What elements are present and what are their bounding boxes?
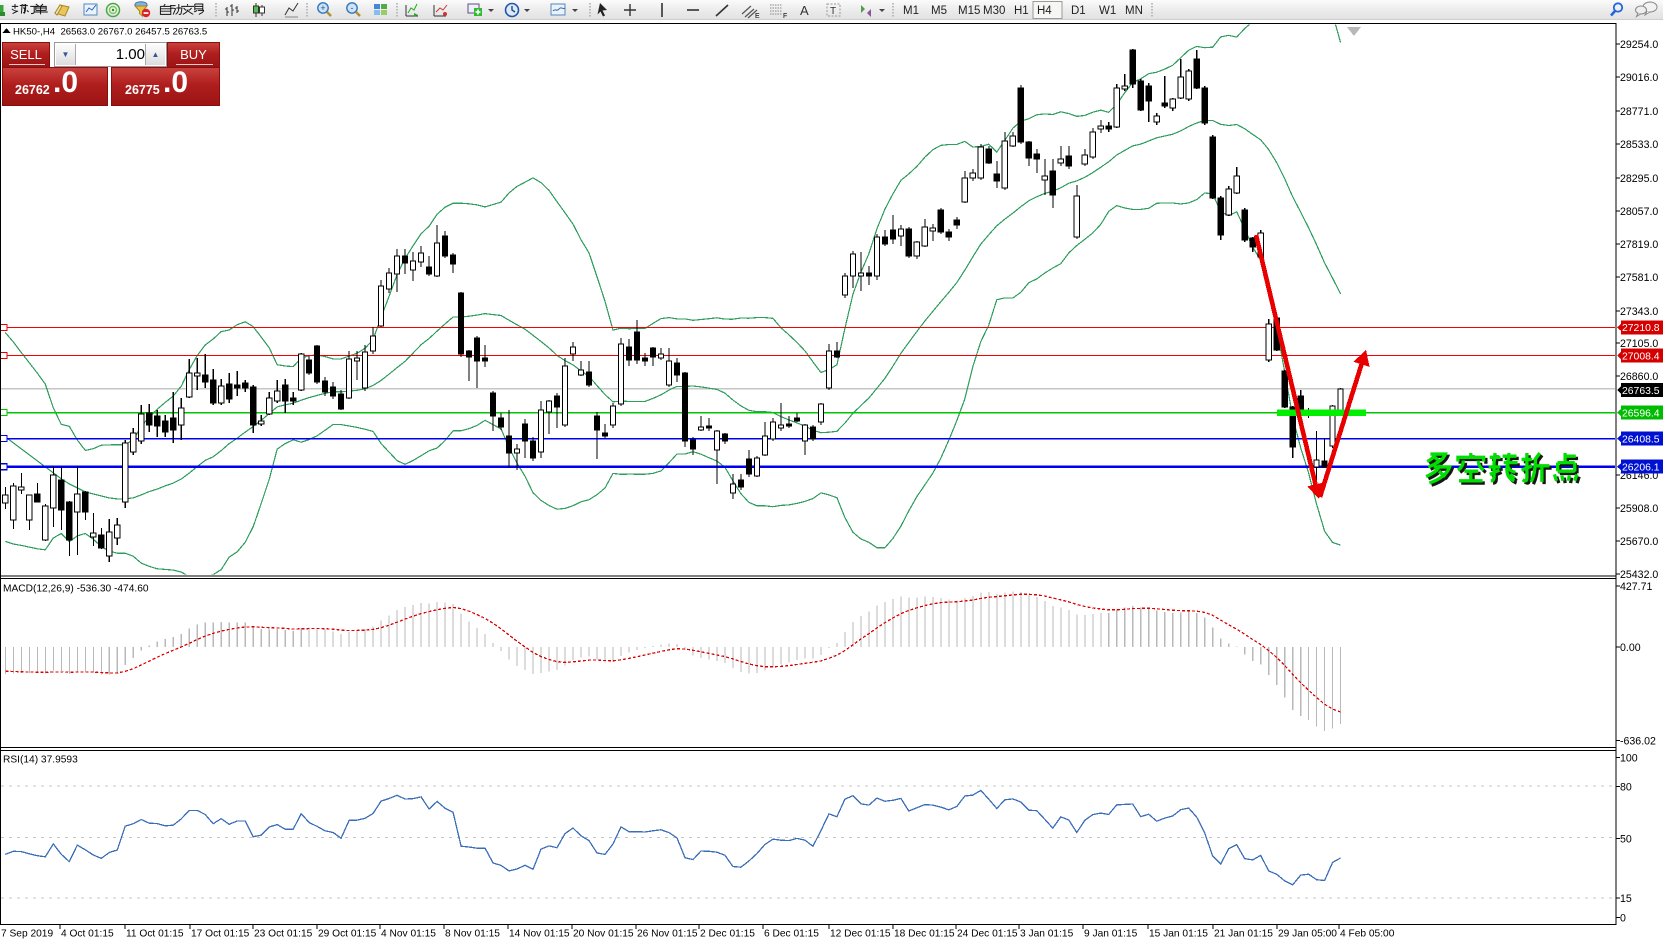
svg-text:9 Jan 01:15: 9 Jan 01:15 [1084,929,1138,940]
svg-text:M1: M1 [903,5,919,17]
svg-text:4 Feb 05:00: 4 Feb 05:00 [1340,929,1395,940]
svg-text:E: E [755,13,760,20]
svg-text:6 Dec 01:15: 6 Dec 01:15 [764,929,819,940]
svg-text:29254.0: 29254.0 [1620,39,1658,51]
svg-text:2 Dec 01:15: 2 Dec 01:15 [700,929,755,940]
svg-text:26408.5: 26408.5 [1622,434,1660,445]
svg-text:29016.0: 29016.0 [1620,72,1658,84]
svg-text:+: + [320,3,325,13]
svg-text:H4: H4 [1037,5,1052,17]
svg-text:27008.4: 27008.4 [1622,351,1660,362]
svg-text:-: - [351,3,354,13]
svg-text:0.00: 0.00 [1620,642,1641,654]
svg-text:RSI(14) 37.9593: RSI(14) 37.9593 [3,755,78,766]
svg-text:29 Jan 05:00: 29 Jan 05:00 [1278,929,1337,940]
svg-text:4 Oct 01:15: 4 Oct 01:15 [61,929,114,940]
svg-text:A: A [800,3,809,18]
svg-text:80: 80 [1620,782,1632,794]
svg-text:4 Nov 01:15: 4 Nov 01:15 [381,929,436,940]
svg-text:27210.8: 27210.8 [1622,323,1660,334]
svg-text:11 Oct 01:15: 11 Oct 01:15 [126,929,184,940]
svg-text:W1: W1 [1099,5,1116,17]
svg-text:23 Oct 01:15: 23 Oct 01:15 [254,929,313,940]
svg-text:7 Sep 2019: 7 Sep 2019 [1,929,53,940]
svg-text:25670.0: 25670.0 [1620,536,1658,548]
svg-text:25908.0: 25908.0 [1620,503,1658,515]
svg-text:14 Nov 01:15: 14 Nov 01:15 [509,929,570,940]
svg-text:29 Oct 01:15: 29 Oct 01:15 [318,929,377,940]
svg-text:-636.02: -636.02 [1620,736,1656,748]
svg-text:17 Oct 01:15: 17 Oct 01:15 [191,929,250,940]
svg-text:M5: M5 [931,5,947,17]
svg-text:27581.0: 27581.0 [1620,272,1658,284]
svg-text:3 Jan 01:15: 3 Jan 01:15 [1020,929,1074,940]
svg-text:D1: D1 [1071,5,1086,17]
svg-text:100: 100 [1620,752,1638,764]
svg-text:0: 0 [1620,912,1626,924]
svg-text:427.71: 427.71 [1620,581,1653,593]
svg-text:M15: M15 [958,5,980,17]
svg-text:50: 50 [1620,833,1632,845]
svg-text:28533.0: 28533.0 [1620,139,1658,151]
svg-text:26763.5: 26763.5 [1622,386,1660,397]
svg-text:8 Nov 01:15: 8 Nov 01:15 [445,929,500,940]
svg-text:26860.0: 26860.0 [1620,371,1658,383]
svg-text:H1: H1 [1014,5,1029,17]
svg-text:25432.0: 25432.0 [1620,569,1658,581]
svg-text:28057.0: 28057.0 [1620,206,1658,218]
svg-text:27343.0: 27343.0 [1620,306,1658,318]
svg-text:21 Jan 01:15: 21 Jan 01:15 [1214,929,1273,940]
svg-text:15: 15 [1620,893,1632,905]
svg-text:27819.0: 27819.0 [1620,239,1658,251]
svg-text:20 Nov 01:15: 20 Nov 01:15 [573,929,634,940]
svg-text:28771.0: 28771.0 [1620,106,1658,118]
svg-text:28295.0: 28295.0 [1620,173,1658,185]
svg-text:18 Dec 01:15: 18 Dec 01:15 [894,929,955,940]
svg-text:26 Nov 01:15: 26 Nov 01:15 [637,929,698,940]
svg-text:HK50-,H4 26563.0 26767.0 2645: HK50-,H4 26563.0 26767.0 26457.5 26763.5 [13,27,207,38]
svg-text:F: F [783,13,787,20]
svg-text:15 Jan 01:15: 15 Jan 01:15 [1149,929,1208,940]
svg-text:T: T [830,6,836,17]
svg-text:MN: MN [1125,5,1143,17]
svg-text:27105.0: 27105.0 [1620,338,1658,350]
svg-text:M30: M30 [983,5,1005,17]
svg-text:12 Dec 01:15: 12 Dec 01:15 [830,929,891,940]
svg-text:24 Dec 01:15: 24 Dec 01:15 [957,929,1018,940]
svg-text:26596.4: 26596.4 [1622,408,1660,419]
svg-text:26206.1: 26206.1 [1622,463,1660,474]
svg-text:MACD(12,26,9) -536.30 -474.60: MACD(12,26,9) -536.30 -474.60 [3,584,149,595]
